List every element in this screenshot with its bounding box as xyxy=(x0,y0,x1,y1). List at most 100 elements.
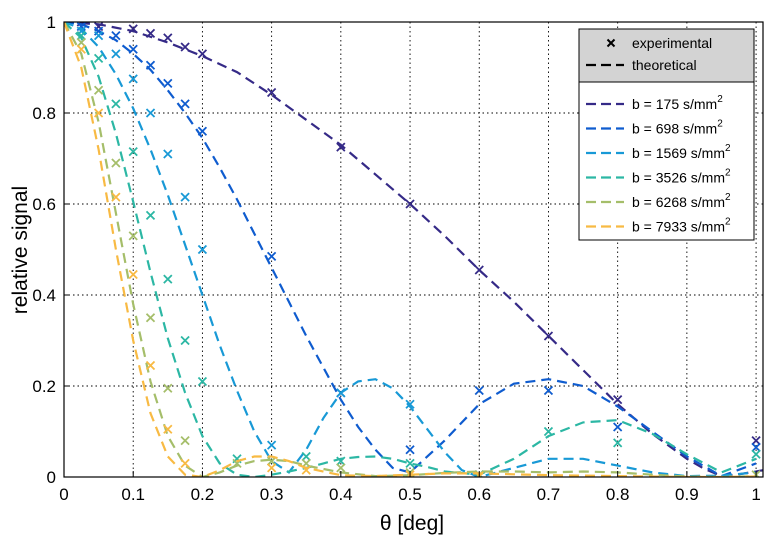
experimental-point xyxy=(405,199,415,209)
legend-label-superscript: 2 xyxy=(717,94,723,105)
experimental-point xyxy=(613,438,623,448)
x-tick-label: 0.9 xyxy=(675,485,699,504)
legend-label: b = 175 s/mm2 xyxy=(632,94,723,112)
experimental-point xyxy=(180,192,190,202)
experimental-point xyxy=(613,422,623,432)
experimental-point xyxy=(163,274,173,284)
y-tick-label: 0.6 xyxy=(32,195,56,214)
experimental-point xyxy=(145,108,156,118)
legend-label: b = 7933 s/mm2 xyxy=(632,217,731,235)
legend-label: b = 1569 s/mm2 xyxy=(632,143,731,161)
experimental-point xyxy=(180,458,190,468)
y-tick-label: 0.8 xyxy=(32,104,56,123)
experimental-point xyxy=(180,42,190,52)
experimental-point xyxy=(111,158,121,168)
x-tick-label: 0.5 xyxy=(398,485,422,504)
experimental-point xyxy=(111,49,121,59)
legend-header-label: experimental xyxy=(632,35,712,51)
series-group xyxy=(64,22,761,477)
experimental-point xyxy=(111,192,121,202)
legend-entry: b = 175 s/mm2 xyxy=(586,94,723,112)
experimental-point xyxy=(145,360,156,371)
theoretical-curve xyxy=(64,22,757,477)
experimental-point xyxy=(197,126,208,136)
series-group xyxy=(64,22,763,477)
x-tick-label: 0.4 xyxy=(329,485,353,504)
experimental-point xyxy=(405,445,415,455)
legend-label-superscript: 2 xyxy=(725,143,731,154)
series-group xyxy=(64,22,761,477)
experimental-point xyxy=(301,465,311,475)
experimental-point xyxy=(163,149,173,159)
legend-header-item: experimental xyxy=(606,35,712,51)
legend-header-label: theoretical xyxy=(632,57,697,73)
experimental-point xyxy=(266,87,277,98)
experimental-point xyxy=(111,99,121,109)
experimental-point xyxy=(93,108,104,118)
experimental-point xyxy=(163,383,173,393)
y-tick-label: 1 xyxy=(47,13,56,32)
legend-entry: b = 3526 s/mm2 xyxy=(586,168,731,186)
experimental-point xyxy=(543,426,554,437)
experimental-point xyxy=(128,24,138,34)
experimental-point xyxy=(197,376,208,387)
y-tick-label: 0 xyxy=(47,468,56,487)
y-tick-label: 0.4 xyxy=(32,286,56,305)
x-tick-label: 1 xyxy=(751,485,760,504)
experimental-point xyxy=(128,147,138,157)
x-tick-label: 0.1 xyxy=(121,485,145,504)
x-tick-label: 0.7 xyxy=(537,485,561,504)
experimental-point xyxy=(336,456,346,466)
legend-label-superscript: 2 xyxy=(725,192,731,203)
theoretical-curve xyxy=(64,22,757,477)
experimental-point xyxy=(266,251,277,261)
experimental-point xyxy=(266,456,277,466)
experimental-point xyxy=(197,49,208,59)
y-tick-label: 0.2 xyxy=(32,377,56,396)
experimental-point xyxy=(128,231,138,241)
experimental-point xyxy=(266,440,277,450)
x-axis-label: θ [deg] xyxy=(380,512,444,535)
theoretical-curve xyxy=(64,22,763,477)
x-tick-label: 0 xyxy=(59,485,68,504)
experimental-point xyxy=(336,142,346,152)
experimental-point xyxy=(405,399,415,409)
experimental-point xyxy=(93,85,104,95)
experimental-point xyxy=(301,451,311,462)
legend-label: b = 698 s/mm2 xyxy=(632,119,723,137)
experimental-point xyxy=(613,395,623,405)
experimental-point xyxy=(266,463,277,473)
experimental-point xyxy=(76,44,86,54)
legend-label-superscript: 2 xyxy=(717,119,723,130)
experimental-point xyxy=(76,37,86,48)
experimental-point xyxy=(751,435,761,446)
experimental-point xyxy=(336,463,346,473)
legend-entry: b = 7933 s/mm2 xyxy=(586,217,731,235)
experimental-point xyxy=(543,385,554,396)
legend-label: b = 6268 s/mm2 xyxy=(632,192,731,210)
experimental-point xyxy=(336,388,346,398)
experimental-point xyxy=(145,313,156,323)
legend-label: b = 3526 s/mm2 xyxy=(632,168,731,186)
experimental-point xyxy=(180,99,190,109)
experimental-point xyxy=(180,335,190,346)
experimental-point xyxy=(543,331,554,341)
legend-entry: b = 6268 s/mm2 xyxy=(586,192,731,210)
experimental-point xyxy=(474,385,484,396)
theoretical-curve xyxy=(64,22,757,477)
experimental-point xyxy=(145,60,156,70)
x-tick-label: 0.8 xyxy=(606,485,630,504)
x-tick-label: 0.6 xyxy=(467,485,491,504)
legend: experimental theoretical b = 175 s/mm2 b =… xyxy=(578,28,755,241)
experimental-point xyxy=(163,33,173,43)
legend-entry: b = 1569 s/mm2 xyxy=(586,143,731,161)
experimental-point xyxy=(111,31,121,41)
experimental-point xyxy=(145,28,156,39)
plot-frame xyxy=(63,21,764,478)
experimental-point xyxy=(163,78,173,89)
experimental-point xyxy=(474,265,484,275)
experimental-point xyxy=(163,424,173,434)
legend-label-superscript: 2 xyxy=(725,217,731,228)
experimental-point xyxy=(405,458,415,468)
